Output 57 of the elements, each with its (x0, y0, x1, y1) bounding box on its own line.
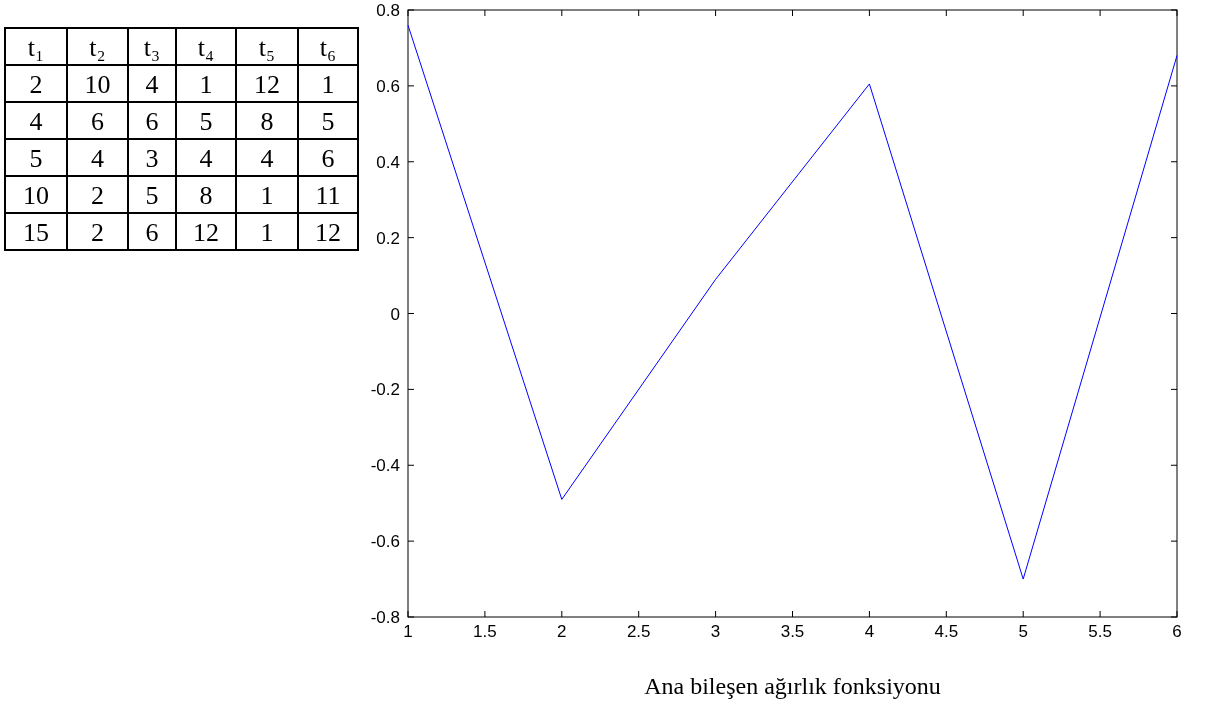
x-tick-label: t₄ (197, 33, 215, 62)
data-label: 10 (84, 70, 111, 99)
data-label: 1 (260, 218, 274, 247)
data-label: 2 (91, 218, 104, 247)
x-tick-label: 3 (710, 622, 721, 641)
data-label: 10 (23, 181, 49, 210)
data-label: 2 (91, 181, 104, 210)
y-tick-label: -0.8 (370, 608, 400, 627)
x-tick-label: t₅ (258, 33, 276, 62)
data-label: 15 (23, 218, 49, 247)
data-label: 8 (260, 107, 274, 136)
data-label: 5 (145, 181, 159, 210)
data-label: 1 (199, 70, 213, 99)
x-tick-label: 2 (557, 622, 567, 641)
data-label: 5 (199, 107, 213, 136)
data-label: 3 (145, 144, 159, 173)
data-label: 8 (199, 181, 213, 210)
data-label: 11 (315, 181, 341, 210)
data-label: 12 (254, 70, 280, 99)
y-tick-label: 0.4 (376, 152, 400, 172)
x-tick-label: 4 (864, 622, 875, 641)
x-tick-label: 1.5 (473, 622, 497, 641)
data-label: 12 (193, 218, 219, 247)
x-tick-label: 5.5 (1088, 622, 1112, 641)
data-label: 1 (260, 181, 274, 210)
data-label: 1 (321, 70, 335, 99)
x-tick-label: t₃ (143, 33, 161, 62)
data-label: 4 (260, 144, 274, 173)
x-axis-title: Ana bileşen ağırlık fonksiyonu (644, 673, 941, 699)
x-tick-label: 4.5 (934, 622, 959, 641)
y-tick-label: -0.6 (370, 532, 400, 552)
data-label: 5 (29, 144, 43, 173)
data-label: 2 (29, 70, 43, 99)
data-label: 6 (145, 218, 159, 247)
x-tick-label: 6 (1172, 622, 1182, 641)
data-label: 4 (199, 144, 213, 173)
x-tick-label: t₁ (27, 33, 45, 62)
y-tick-label: -0.4 (370, 456, 400, 476)
data-label: 6 (145, 107, 159, 136)
y-tick-label: -0.2 (370, 380, 400, 400)
x-tick-label: 1 (403, 622, 413, 641)
data-label: 4 (145, 70, 159, 99)
y-tick-label: 0.8 (376, 1, 400, 20)
data-label: 12 (315, 218, 341, 247)
y-tick-label: 0.6 (376, 76, 400, 96)
data-label: 4 (91, 144, 104, 173)
x-tick-label: 3.5 (780, 622, 805, 641)
x-tick-label: 5 (1018, 622, 1028, 641)
data-label: 5 (321, 107, 335, 136)
y-tick-label: 0.2 (376, 228, 400, 248)
data-label: 6 (321, 144, 335, 173)
x-tick-label: 2.5 (626, 622, 651, 641)
x-tick-label: t₆ (319, 33, 337, 62)
data-label: 4 (29, 107, 43, 136)
x-tick-label: t₂ (89, 33, 106, 62)
y-tick-label: 0 (390, 304, 400, 324)
data-label: 6 (91, 107, 104, 136)
